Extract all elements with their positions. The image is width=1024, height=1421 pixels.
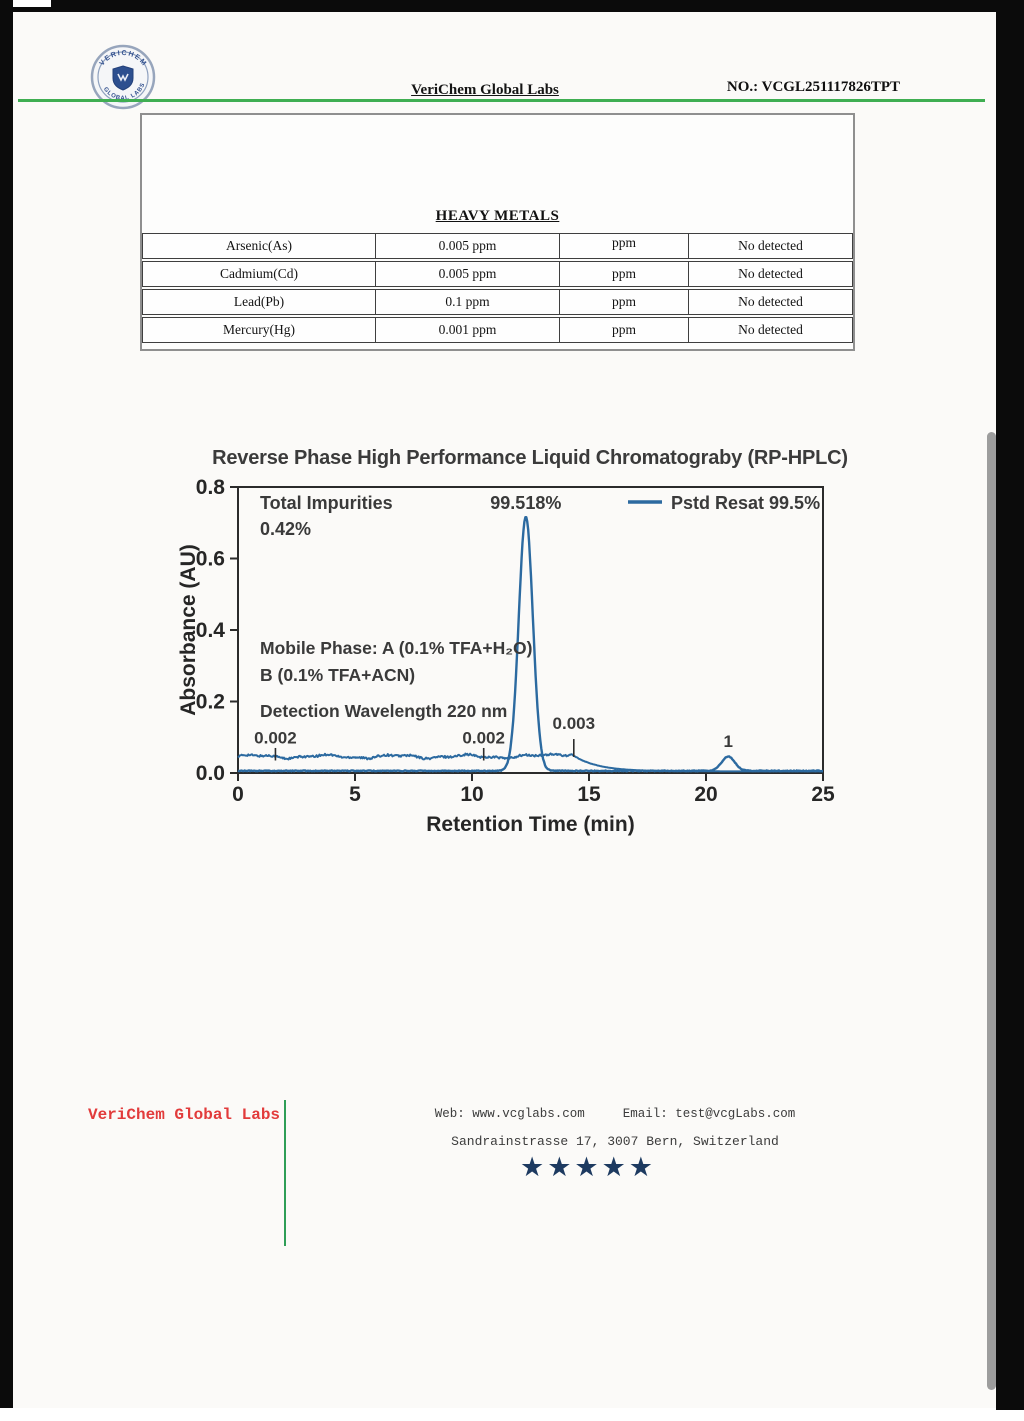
total-impurities-value: 0.42%	[260, 519, 311, 539]
analyte-cell: Lead(Pb)	[143, 290, 376, 314]
footer-brand: VeriChem Global Labs	[88, 1106, 281, 1124]
plot-border	[237, 486, 824, 774]
mobile-phase-b-label: B (0.1% TFA+ACN)	[260, 665, 415, 685]
y-tick-label: 0.4	[196, 619, 226, 642]
peak-point-label: 1	[723, 732, 732, 751]
peak-point-label: 0.002	[462, 729, 505, 748]
right-bezel	[996, 0, 1024, 1410]
limit-cell: 0.005 ppm	[376, 262, 560, 286]
peak-point-label: 0.003	[553, 714, 596, 733]
scrollbar-thumb[interactable]	[987, 432, 996, 1390]
result-cell: No detected	[738, 266, 803, 281]
footer-contact: Web: www.vcglabs.com Email: test@vcgLabs…	[365, 1107, 865, 1121]
left-bezel	[0, 0, 13, 1408]
mobile-phase-a-label: Mobile Phase: A (0.1% TFA+H₂O)	[260, 638, 532, 658]
main-trace	[237, 516, 824, 773]
total-impurities-label: Total Impurities	[260, 493, 393, 513]
table-row: Arsenic(As) 0.005 ppm ppm No detected	[142, 233, 853, 259]
table-row: Mercury(Hg) 0.001 ppm ppm No detected	[142, 317, 853, 343]
x-tick-label: 5	[349, 783, 361, 806]
footer-web: Web: www.vcglabs.com	[434, 1107, 585, 1121]
header-rule	[18, 99, 985, 102]
legend-label: Pstd Resat 99.5%	[671, 493, 820, 513]
heavy-metals-table: HEAVY METALS Arsenic(As) 0.005 ppm ppm N…	[140, 113, 855, 351]
peak-point-label: 0.002	[254, 729, 297, 748]
y-tick-label: 0.2	[196, 691, 225, 714]
detection-wavelength-label: Detection Wavelength 220 nm	[260, 701, 507, 721]
chart-canvas: 0 5 10 15 20 25 0.0 0.2 0.4 0.6 0.8 Retention Time …	[178, 477, 835, 836]
result-cell: No detected	[738, 238, 803, 253]
footer-divider	[284, 1100, 286, 1246]
limit-cell: 0.1 ppm	[376, 290, 560, 314]
table-title: HEAVY METALS	[435, 208, 560, 224]
x-tick-label: 0	[232, 783, 244, 806]
unit-cell: ppm	[560, 290, 689, 314]
unit-cell: ppm	[560, 318, 689, 342]
x-axis-label: Retention Time (min)	[426, 813, 634, 836]
impurity-trace	[237, 752, 824, 773]
footer-email: Email: test@vcgLabs.com	[622, 1107, 796, 1121]
result-cell: No detected	[738, 294, 803, 309]
company-logo-icon: VERICHEM GLOBAL LABS	[90, 44, 156, 110]
x-tick-label: 20	[694, 783, 717, 806]
y-tick-label: 0.6	[196, 548, 225, 571]
main-peak-label: 99.518%	[490, 493, 561, 513]
table-row: Cadmium(Cd) 0.005 ppm ppm No detected	[142, 261, 853, 287]
x-tick-label: 25	[811, 783, 835, 806]
rating-stars-icon: ★★★★★	[519, 1152, 657, 1183]
unit-cell: ppm	[560, 262, 689, 286]
document-title: VeriChem Global Labs	[411, 82, 559, 98]
x-tick-label: 15	[577, 783, 601, 806]
analyte-cell: Mercury(Hg)	[143, 318, 376, 342]
table-row: Lead(Pb) 0.1 ppm ppm No detected	[142, 289, 853, 315]
report-number: NO.: VCGL251117826TPT	[726, 79, 900, 95]
top-bezel-notch	[7, 0, 51, 7]
y-axis-label: Absorbance (AU)	[178, 544, 200, 716]
top-bezel	[0, 0, 1024, 12]
x-tick-label: 10	[460, 783, 483, 806]
analyte-cell: Cadmium(Cd)	[143, 262, 376, 286]
footer-address: Sandrainstrasse 17, 3007 Bern, Switzerla…	[451, 1134, 779, 1149]
unit-cell: ppm	[560, 234, 689, 258]
limit-cell: 0.005 ppm	[376, 234, 560, 258]
chart-title: Reverse Phase High Performance Liquid Ch…	[212, 447, 848, 469]
analyte-cell: Arsenic(As)	[143, 234, 376, 258]
y-tick-label: 0.8	[196, 477, 226, 499]
y-tick-label: 0.0	[196, 762, 225, 785]
limit-cell: 0.001 ppm	[376, 318, 560, 342]
result-cell: No detected	[738, 322, 803, 337]
